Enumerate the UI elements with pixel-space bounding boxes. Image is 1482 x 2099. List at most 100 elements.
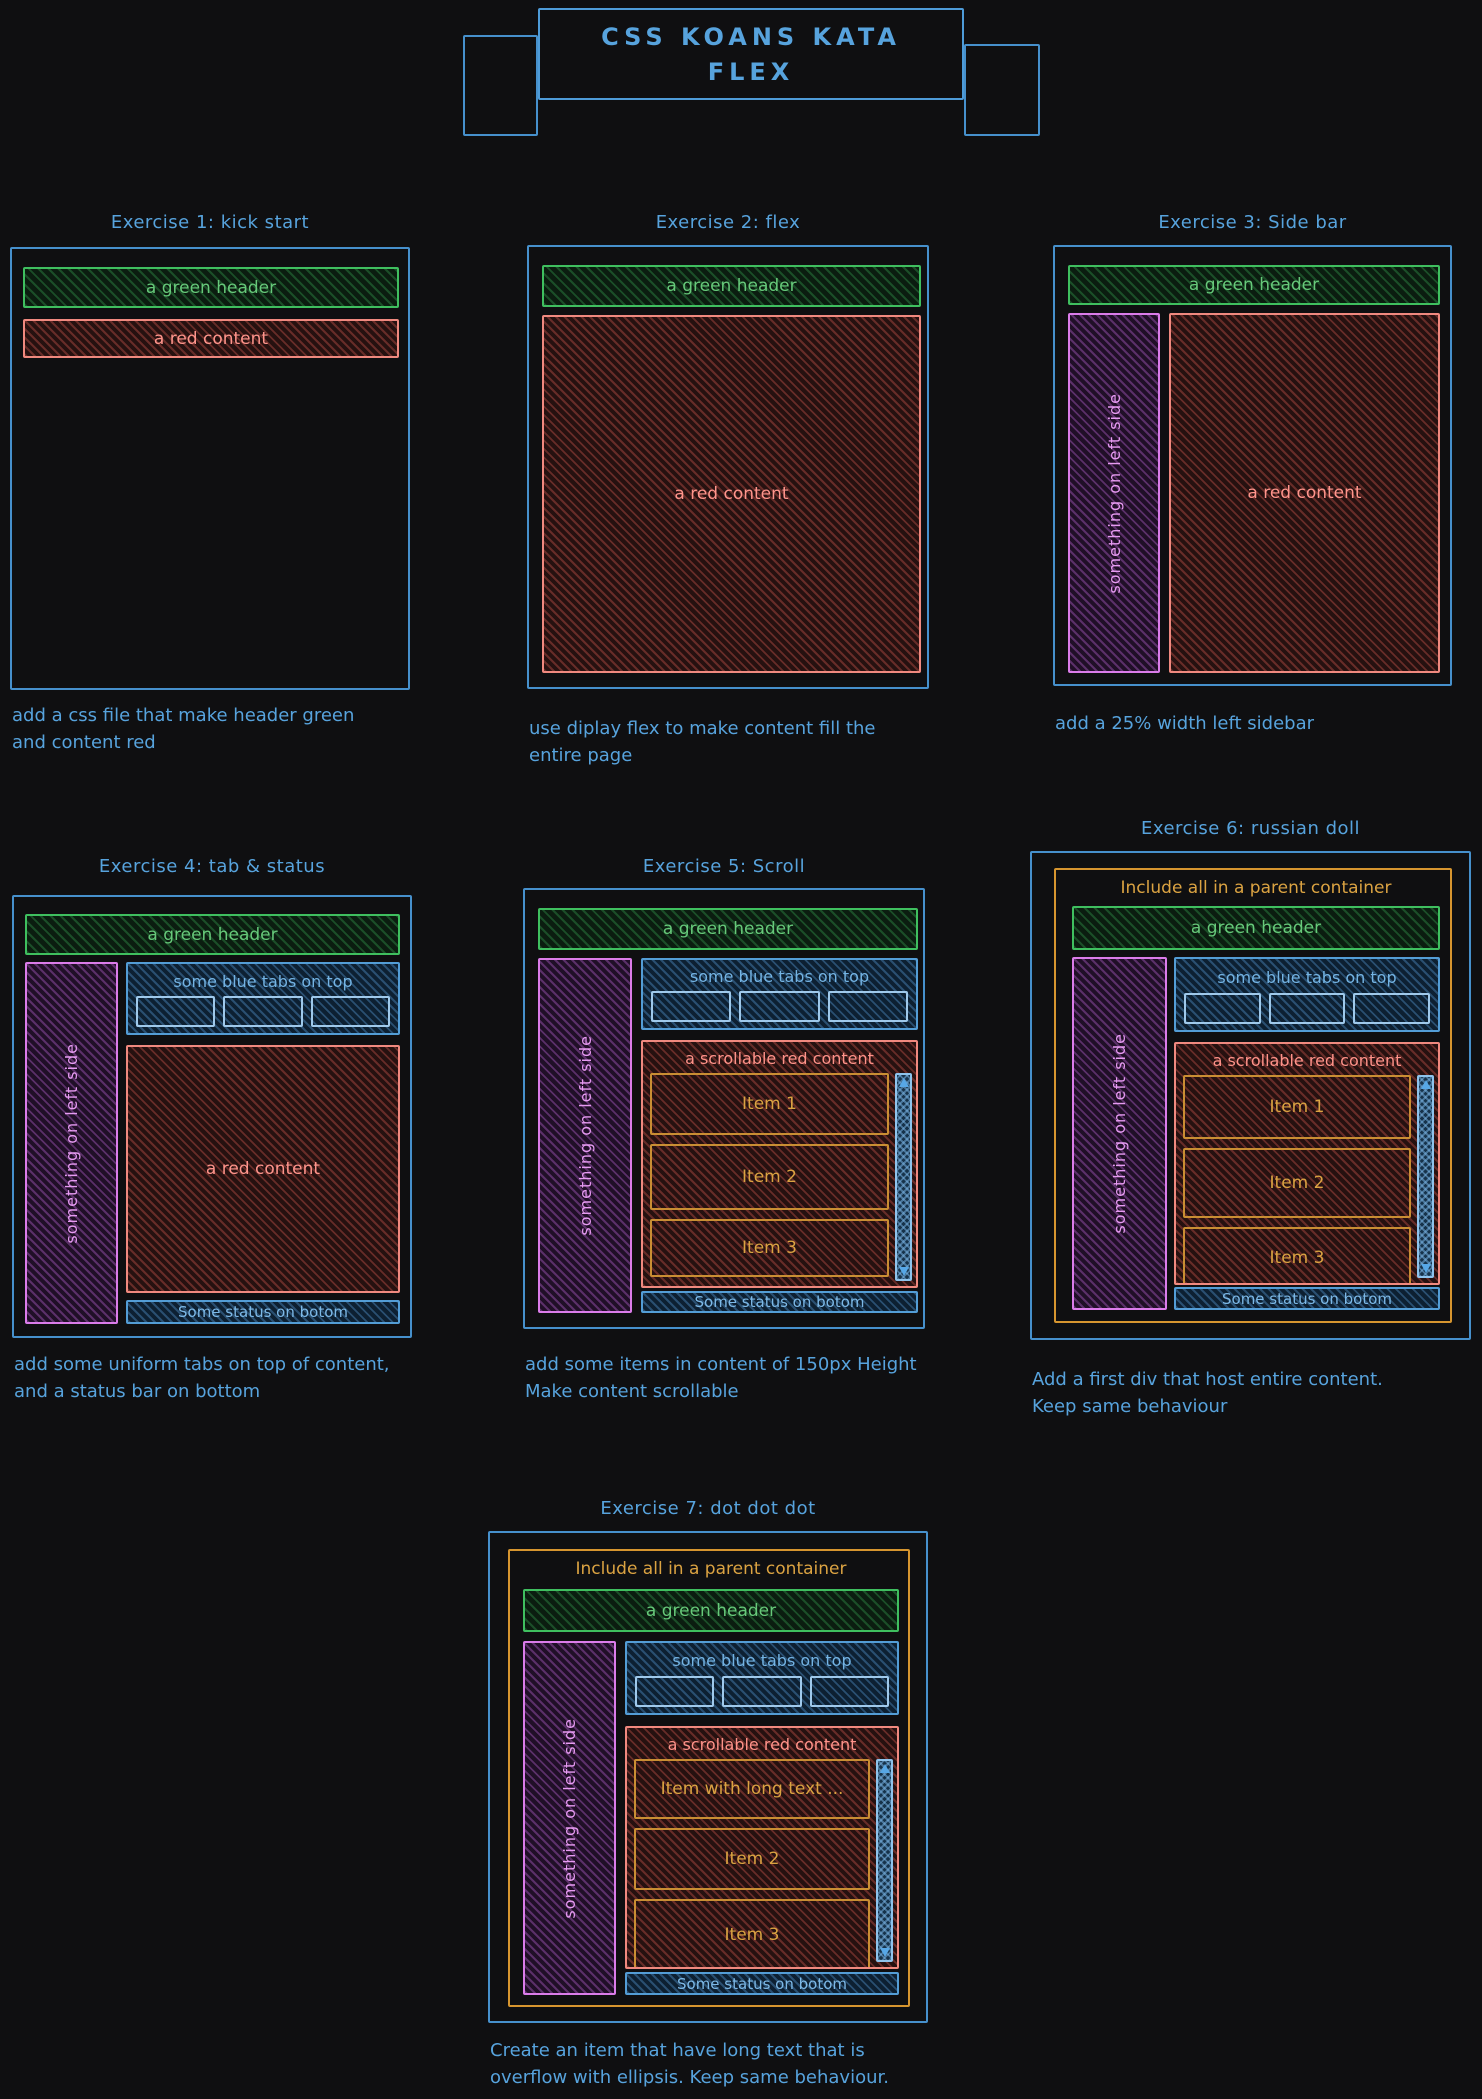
tab-3	[310, 996, 390, 1027]
list-item: Item 3	[1183, 1227, 1411, 1283]
body-row: something on left side some blue tabs on…	[538, 958, 918, 1313]
red-content-bar: a red content	[23, 319, 399, 358]
exercise-3: Exercise 3: Side bar a green header some…	[1053, 212, 1452, 737]
left-sidebar: something on left side	[1068, 313, 1160, 673]
green-header: a green header	[1068, 265, 1440, 305]
tab-1	[635, 1676, 715, 1707]
tabs-box: some blue tabs on top	[1174, 957, 1440, 1032]
tab-3	[827, 991, 908, 1022]
parent-container: Include all in a parent container a gree…	[508, 1549, 910, 2007]
tab-1	[1184, 993, 1261, 1024]
scrollable-content-label: a scrollable red content	[1212, 1050, 1402, 1070]
scroll-body: Item 1 Item 2 Item 3	[1176, 1073, 1438, 1283]
list-item: Item 2	[1183, 1148, 1411, 1218]
status-bar: Some status on botom	[641, 1291, 918, 1313]
title-box: CSS KOANS KATA FLEX	[538, 8, 964, 100]
red-content: a red content	[126, 1045, 400, 1293]
status-bar: Some status on botom	[625, 1972, 899, 1995]
status-bar: Some status on botom	[1174, 1287, 1440, 1310]
exercise-1-caption: add a css file that make header green an…	[12, 705, 355, 753]
scrollable-content-label: a scrollable red content	[685, 1048, 874, 1068]
exercise-5-caption: add some items in content of 150px Heigh…	[525, 1354, 917, 1402]
tab-2	[722, 1676, 802, 1707]
item-list: Item with long text ... Item 2 Item 3	[634, 1759, 870, 1967]
scrollbar	[876, 1759, 893, 1962]
main-column: some blue tabs on top a red content Some…	[126, 962, 400, 1324]
green-header: a green header	[542, 265, 921, 307]
tab-2	[1268, 993, 1346, 1024]
list-item-long-text: Item with long text ...	[634, 1759, 870, 1819]
tabs-label: some blue tabs on top	[689, 967, 870, 986]
banner-right-box	[964, 44, 1040, 136]
tab-3	[1353, 993, 1431, 1024]
scrollable-content-label: a scrollable red content	[667, 1734, 857, 1754]
scrollable-content: a scrollable red content Item 1 Item 2 I…	[1174, 1042, 1440, 1285]
tabs-row	[651, 991, 908, 1022]
left-sidebar-label: something on left side	[575, 1035, 595, 1236]
scrollbar	[895, 1073, 912, 1281]
scroll-body: Item 1 Item 2 Item 3	[643, 1071, 916, 1286]
scrollable-content: a scrollable red content Item 1 Item 2 I…	[641, 1040, 918, 1288]
exercise-6-title: Exercise 6: russian doll	[1140, 818, 1361, 839]
tab-1	[651, 991, 732, 1022]
left-sidebar: something on left side	[523, 1641, 616, 1995]
exercise-6-frame: Include all in a parent container a gree…	[1030, 851, 1471, 1340]
exercise-6: Exercise 6: russian doll Include all in …	[1030, 818, 1471, 1420]
scroll-up-icon	[898, 1078, 909, 1087]
list-item: Item 3	[650, 1219, 889, 1277]
exercise-7-title: Exercise 7: dot dot dot	[600, 1498, 816, 1519]
body-row: something on left side a red content	[1068, 313, 1440, 673]
tabs-label: some blue tabs on top	[173, 971, 353, 991]
page-title-line1: CSS KOANS KATA	[601, 22, 901, 51]
exercise-2-caption: use diplay flex to make content fill the…	[529, 718, 876, 766]
tabs-row	[136, 996, 390, 1027]
exercise-1: Exercise 1: kick start a green header a …	[10, 212, 410, 756]
list-item: Item 2	[634, 1828, 870, 1890]
green-header: a green header	[25, 914, 400, 955]
main-column: some blue tabs on top a scrollable red c…	[1174, 957, 1440, 1310]
tab-1	[136, 996, 216, 1027]
scroll-up-icon	[1420, 1080, 1431, 1089]
list-item: Item 2	[650, 1144, 889, 1210]
parent-container: Include all in a parent container a gree…	[1054, 868, 1452, 1323]
body-row: something on left side some blue tabs on…	[1072, 957, 1440, 1310]
green-header: a green header	[23, 267, 399, 308]
left-sidebar-label: something on left side	[560, 1717, 579, 1919]
scroll-down-icon	[879, 1948, 890, 1957]
scrollable-content: a scrollable red content Item with long …	[625, 1726, 899, 1969]
tab-2	[223, 996, 303, 1027]
tabs-label: some blue tabs on top	[672, 1651, 852, 1670]
item-list: Item 1 Item 2 Item 3	[1183, 1075, 1411, 1283]
left-sidebar-label: something on left side	[62, 1042, 81, 1244]
exercise-4-title: Exercise 4: tab & status	[98, 856, 326, 877]
tab-3	[809, 1676, 889, 1707]
red-content: a red content	[542, 315, 921, 673]
status-bar: Some status on botom	[126, 1300, 400, 1324]
exercise-1-title: Exercise 1: kick start	[110, 212, 310, 233]
main-column: some blue tabs on top a scrollable red c…	[641, 958, 918, 1313]
list-item: Item 1	[1183, 1075, 1411, 1139]
page-title-line2: FLEX	[707, 57, 795, 86]
parent-container-label: Include all in a parent container	[575, 1559, 847, 1579]
exercise-7-caption: Create an item that have long text that …	[490, 2040, 889, 2088]
exercise-4: Exercise 4: tab & status a green header …	[12, 856, 412, 1405]
tabs-box: some blue tabs on top	[641, 958, 918, 1030]
exercise-5-frame: a green header something on left side so…	[523, 888, 925, 1329]
list-item: Item 1	[650, 1073, 889, 1135]
banner-left-box	[463, 35, 538, 136]
exercise-7: Exercise 7: dot dot dot Include all in a…	[488, 1498, 928, 2091]
body-row: something on left side some blue tabs on…	[523, 1641, 899, 1995]
left-sidebar: something on left side	[25, 962, 118, 1324]
tab-2	[739, 991, 820, 1022]
left-sidebar-label: something on left side	[1104, 392, 1124, 594]
left-sidebar: something on left side	[538, 958, 632, 1313]
scroll-up-icon	[879, 1764, 890, 1773]
left-sidebar-label: something on left side	[1110, 1033, 1129, 1234]
exercise-5-title: Exercise 5: Scroll	[642, 856, 806, 877]
green-header: a green header	[538, 908, 918, 950]
parent-container-label: Include all in a parent container	[1120, 878, 1392, 898]
exercise-5: Exercise 5: Scroll a green header someth…	[523, 856, 925, 1405]
body-row: something on left side some blue tabs on…	[25, 962, 400, 1324]
tabs-row	[635, 1676, 889, 1707]
